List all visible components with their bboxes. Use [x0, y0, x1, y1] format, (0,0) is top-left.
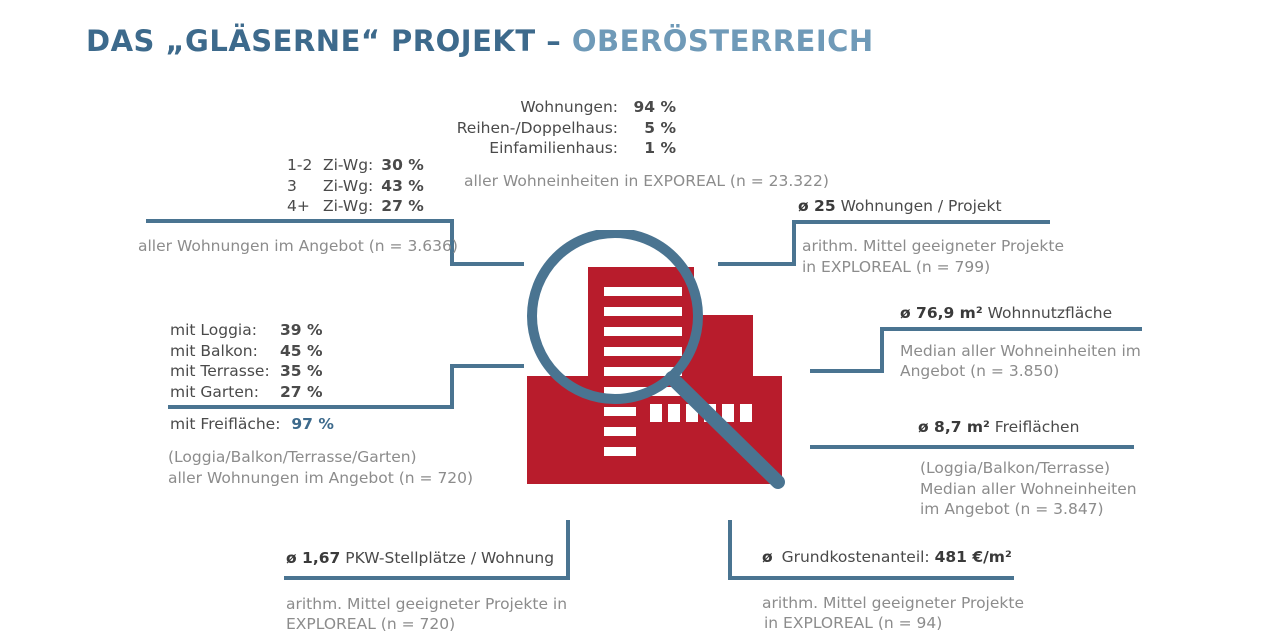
rooms-note: aller Wohnungen im Angebot (n = 3.636) [138, 237, 458, 255]
land-label: Grundkostenanteil: [781, 548, 930, 566]
rooms-num: 1-2 [287, 156, 313, 174]
magnifier-handle [665, 371, 785, 489]
land-prefix: ø [762, 548, 773, 566]
parking-note-1: arithm. Mittel geeigneter Projekte in [286, 595, 568, 613]
outdoor-block: mit Loggia: 39 % mit Balkon: 45 % mit Terr… [170, 320, 323, 402]
free-value: ø 8,7 m² [918, 418, 990, 436]
outdoor-note-2: aller Wohnungen im Angebot (n = 720) [168, 469, 474, 487]
rooms-value: 43 % [381, 176, 424, 195]
land-note-1: arithm. Mittel geeigneter Projekte [762, 594, 1024, 612]
outdoor-value: 45 % [280, 341, 323, 360]
housing-label: Einfamilienhaus: [489, 139, 618, 157]
rooms-row: 3 Zi-Wg: 43 % [287, 176, 424, 197]
rooms-row: 1-2 Zi-Wg: 30 % [287, 155, 424, 176]
rooms-block: 1-2 Zi-Wg: 30 % 3 Zi-Wg: 43 % 4+ Zi-Wg: 27 % [287, 155, 424, 217]
rooms-value: 30 % [381, 156, 424, 174]
rooms-value: 27 % [381, 197, 424, 215]
units-label: Wohnungen / Projekt [840, 197, 1002, 215]
outdoor-label: mit Terrasse: [170, 362, 270, 380]
outdoor-value: 35 % [280, 362, 323, 380]
outdoor-note-1: (Loggia/Balkon/Terrasse/Garten) [168, 448, 417, 466]
housing-row: Reihen-/Doppelhaus: 5 % [457, 118, 676, 139]
outdoor-row: mit Balkon: 45 % [170, 341, 323, 362]
outdoor-row: mit Terrasse: 35 % [170, 361, 323, 382]
outdoor-total-value: 97 % [291, 415, 334, 433]
free-note-3: im Angebot (n = 3.847) [920, 500, 1104, 518]
parking-heading: ø 1,67 PKW-Stellplätze / Wohnung [286, 549, 554, 567]
area-note-1: Median aller Wohneinheiten im [900, 342, 1141, 360]
outdoor-total: mit Freifläche: 97 % [170, 415, 334, 433]
rooms-label: Zi-Wg: [323, 197, 374, 215]
outdoor-label: mit Garten: [170, 382, 259, 401]
housing-type-block: Wohnungen: 94 % Reihen-/Doppelhaus: 5 % Ei… [457, 97, 676, 159]
housing-note: aller Wohneinheiten in EXPOREAL (n = 23.… [464, 172, 829, 190]
land-value: 481 €/m² [934, 548, 1012, 566]
outdoor-row: mit Garten: 27 % [170, 382, 323, 403]
free-note-2: Median aller Wohneinheiten [920, 480, 1137, 498]
free-heading: ø 8,7 m² Freiflächen [918, 418, 1079, 436]
connector-outdoor [168, 364, 524, 409]
units-heading: ø 25 Wohnungen / Projekt [798, 197, 1002, 215]
outdoor-row: mit Loggia: 39 % [170, 320, 323, 341]
magnifier-over-building-icon [527, 230, 785, 489]
rooms-row: 4+ Zi-Wg: 27 % [287, 196, 424, 217]
housing-label: Wohnungen: [520, 98, 618, 116]
units-note-2: in EXPLOREAL (n = 799) [802, 258, 991, 276]
rooms-label: Zi-Wg: [323, 176, 374, 195]
land-heading: ø Grundkostenanteil: 481 €/m² [762, 548, 1012, 566]
area-label: Wohnnutzfläche [987, 304, 1113, 322]
outdoor-label: mit Balkon: [170, 341, 258, 360]
housing-value: 1 % [644, 139, 676, 157]
rooms-num: 4+ [287, 197, 310, 215]
outdoor-value: 27 % [280, 382, 323, 401]
units-note-1: arithm. Mittel geeigneter Projekte [802, 237, 1064, 255]
area-value: ø 76,9 m² [900, 304, 983, 322]
housing-label: Reihen-/Doppelhaus: [456, 118, 618, 137]
rooms-label: Zi-Wg: [323, 156, 374, 174]
area-note-2: Angebot (n = 3.850) [900, 362, 1060, 380]
connector-area [810, 327, 1142, 373]
parking-value: ø 1,67 [286, 549, 341, 567]
connector-rooms [146, 219, 524, 266]
housing-value: 5 % [644, 118, 676, 137]
housing-row: Einfamilienhaus: 1 % [457, 138, 676, 159]
title-main: DAS „GLÄSERNE“ PROJEKT – [86, 24, 562, 58]
outdoor-label: mit Loggia: [170, 321, 257, 339]
parking-note-2: EXPLOREAL (n = 720) [286, 615, 456, 633]
outdoor-value: 39 % [280, 321, 323, 339]
connector-units [718, 220, 1050, 266]
rooms-num: 3 [287, 176, 297, 195]
magnifier-lens [527, 230, 703, 404]
free-label: Freiflächen [994, 418, 1080, 436]
housing-row: Wohnungen: 94 % [457, 97, 676, 118]
connector-parking [284, 520, 570, 580]
units-value: ø 25 [798, 197, 836, 215]
page-title: DAS „GLÄSERNE“ PROJEKT – OBERÖSTERREICH [86, 24, 874, 58]
parking-label: PKW-Stellplätze / Wohnung [345, 549, 555, 567]
free-note-1: (Loggia/Balkon/Terrasse) [920, 459, 1111, 477]
housing-value: 94 % [633, 98, 677, 116]
area-heading: ø 76,9 m² Wohnnutzfläche [900, 304, 1112, 322]
connector-land [728, 520, 1014, 580]
title-accent: OBERÖSTERREICH [571, 24, 874, 58]
outdoor-total-label: mit Freifläche: [170, 415, 281, 433]
land-note-2: in EXPLOREAL (n = 94) [764, 614, 943, 632]
